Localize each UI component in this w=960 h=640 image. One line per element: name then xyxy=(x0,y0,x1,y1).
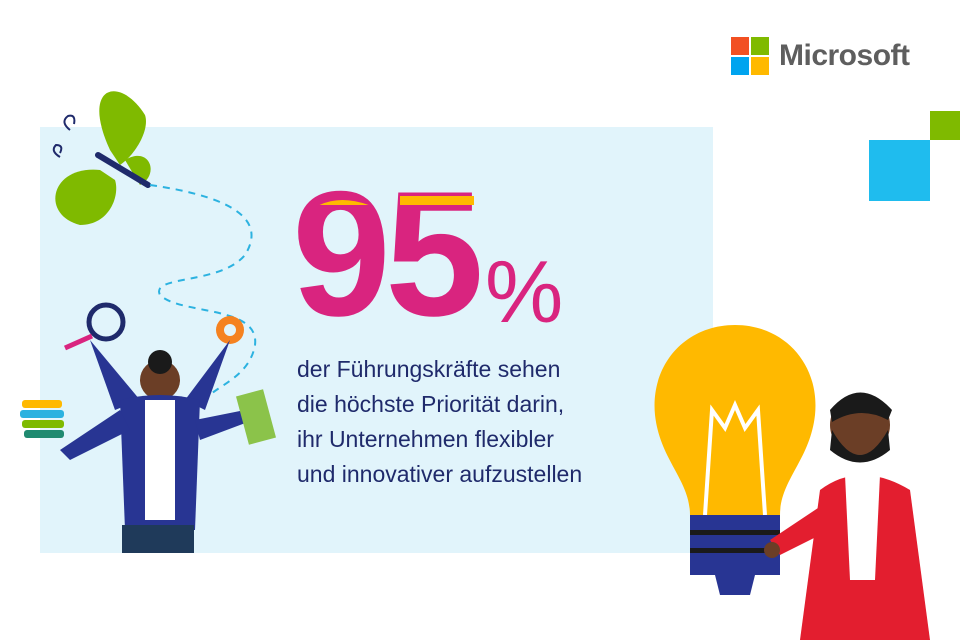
statement-line: die höchste Priorität darin, xyxy=(297,391,565,417)
statement-line: der Führungskräfte sehen xyxy=(297,356,561,382)
decorative-green-square xyxy=(930,111,960,140)
man-holding-lightbulb-icon xyxy=(764,392,930,640)
brand-name: Microsoft xyxy=(779,39,910,72)
microsoft-logo-grid-icon xyxy=(731,37,769,75)
woman-multitasking-icon xyxy=(20,302,276,553)
statement-line: ihr Unternehmen flexibler xyxy=(297,426,554,452)
headline-number: 95 xyxy=(292,154,484,353)
butterfly-icon xyxy=(52,91,257,396)
headline-percent: % xyxy=(485,242,564,341)
decorative-blue-square xyxy=(869,140,930,201)
headline-accent-bar xyxy=(300,193,476,205)
statement-text: der Führungskräfte sehen die höchste Pri… xyxy=(297,352,697,492)
microsoft-logo: Microsoft xyxy=(731,37,910,75)
lightbulb-icon xyxy=(654,325,816,595)
statement-line: und innovativer aufzustellen xyxy=(297,461,583,487)
